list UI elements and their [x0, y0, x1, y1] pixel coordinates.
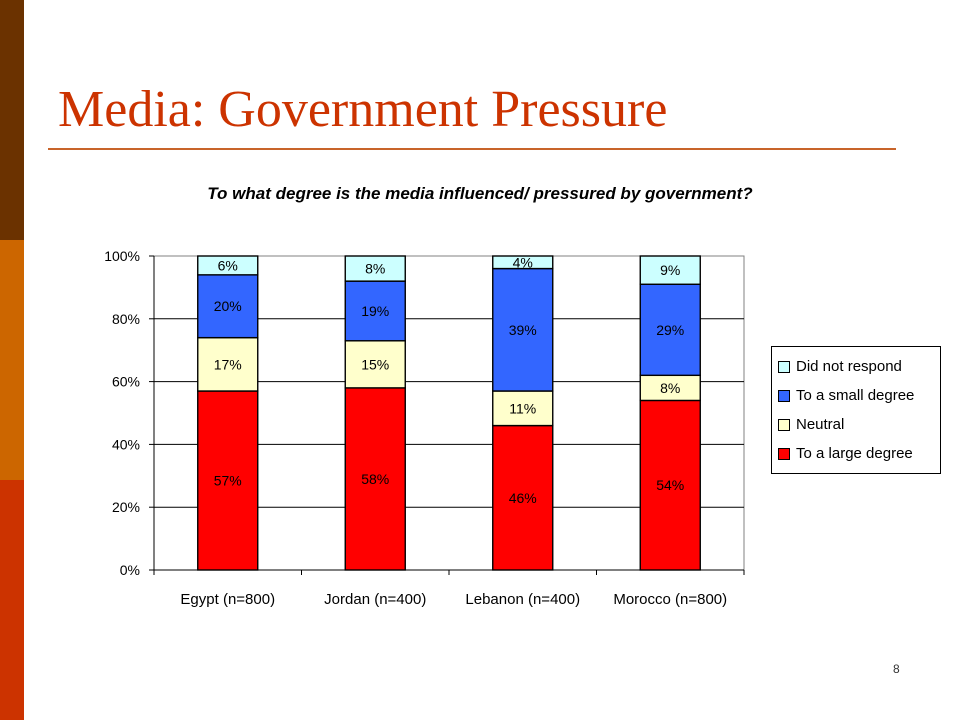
chart-title: To what degree is the media influenced/ … [207, 184, 753, 203]
y-tick-label: 60% [112, 374, 140, 390]
legend-item: To a large degree [778, 439, 934, 468]
data-label: 9% [660, 262, 680, 278]
data-label: 11% [509, 400, 536, 416]
bar-segment [492, 424, 554, 571]
legend-item: Did not respond [778, 352, 934, 381]
bar-segment [344, 340, 406, 389]
slide-title: Media: Government Pressure [58, 81, 668, 138]
data-label: 39% [509, 322, 537, 338]
bar-segment [639, 255, 701, 285]
y-tick-label: 80% [112, 311, 140, 327]
data-label: 19% [361, 303, 389, 319]
y-tick-label: 100% [104, 248, 140, 264]
data-label: 15% [361, 356, 389, 372]
sidebar-band-middle [0, 240, 24, 480]
legend-swatch [778, 447, 790, 460]
x-category-label: Jordan (n=400) [324, 591, 426, 608]
bar-segment [344, 255, 406, 282]
x-category-label: Morocco (n=800) [613, 591, 727, 608]
legend-label: To a large degree [796, 445, 913, 462]
data-label: 8% [660, 380, 680, 396]
data-label: 29% [656, 322, 684, 338]
bar-segment [197, 390, 259, 571]
bar-segment [197, 255, 259, 276]
data-label: 46% [509, 490, 537, 506]
data-label: 57% [214, 473, 242, 489]
legend-label: Did not respond [796, 358, 902, 375]
data-label: 58% [361, 471, 389, 487]
legend-swatch [778, 360, 790, 373]
bar-segment [639, 374, 701, 402]
legend-swatch [778, 418, 790, 431]
data-label: 20% [214, 298, 242, 314]
legend-label: To a small degree [796, 387, 915, 404]
sidebar-band-bottom [0, 480, 24, 720]
bar-segment [492, 267, 554, 392]
data-label: 54% [656, 477, 684, 493]
legend-item: To a small degree [778, 381, 934, 410]
legend-swatch [778, 389, 790, 402]
sidebar-band-top [0, 0, 24, 240]
legend-label: Neutral [796, 416, 845, 433]
sidebar-accent [0, 0, 24, 720]
data-label: 6% [218, 257, 238, 273]
data-label: 17% [214, 356, 242, 372]
data-label: 8% [365, 261, 385, 277]
chart-legend: Did not respond To a small degree Neutral T… [771, 346, 941, 474]
bar-segment [639, 399, 701, 571]
bar-segment [197, 274, 259, 339]
bar-segment [344, 387, 406, 571]
y-tick-label: 20% [112, 499, 140, 515]
data-label: 4% [513, 254, 533, 270]
x-category-label: Lebanon (n=400) [465, 591, 580, 608]
page-number: 8 [893, 662, 900, 676]
bar-segment [492, 255, 554, 270]
bar-segment [344, 280, 406, 342]
x-category-label: Egypt (n=800) [180, 591, 275, 608]
y-tick-label: 0% [120, 562, 140, 578]
title-rule [48, 148, 896, 150]
legend-item: Neutral [778, 410, 934, 439]
y-tick-label: 40% [112, 436, 140, 452]
